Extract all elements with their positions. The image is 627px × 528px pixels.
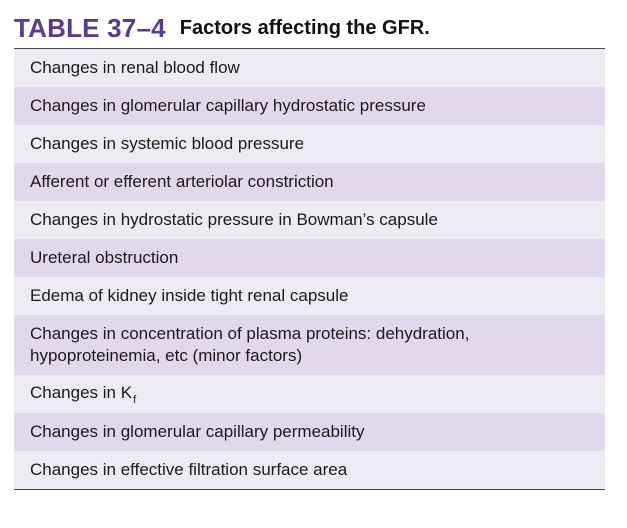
- table-row: Changes in glomerular capillary permeabi…: [14, 413, 605, 451]
- row-text: Changes in glomerular capillary hydrosta…: [30, 96, 426, 115]
- row-text: Changes in glomerular capillary permeabi…: [30, 422, 365, 441]
- row-text: Changes in Kf: [30, 382, 136, 406]
- table-number: TABLE 37–4: [14, 12, 166, 43]
- table-row: Edema of kidney inside tight renal capsu…: [14, 277, 605, 315]
- table-row: Changes in renal blood flow: [14, 49, 605, 87]
- table-top-rule: [14, 48, 605, 49]
- row-text: Changes in renal blood flow: [30, 58, 240, 77]
- table-row: Changes in glomerular capillary hydrosta…: [14, 87, 605, 125]
- table-row: Changes in hydrostatic pressure in Bowma…: [14, 201, 605, 239]
- table-body: Changes in renal blood flow Changes in g…: [14, 49, 605, 489]
- table-row: Changes in concentration of plasma prote…: [14, 315, 605, 375]
- table-title: Factors affecting the GFR.: [179, 16, 430, 39]
- factors-table: TABLE 37–4 Factors affecting the GFR. Ch…: [14, 8, 605, 490]
- table-row: Afferent or efferent arteriolar constric…: [14, 163, 605, 201]
- table-caption: TABLE 37–4 Factors affecting the GFR.: [14, 8, 605, 48]
- row-text: Changes in concentration of plasma prote…: [30, 324, 470, 365]
- row-text: Changes in hydrostatic pressure in Bowma…: [30, 210, 438, 229]
- row-text: Edema of kidney inside tight renal capsu…: [30, 286, 349, 305]
- row-text: Afferent or efferent arteriolar constric…: [30, 172, 334, 191]
- row-text: Ureteral obstruction: [30, 248, 179, 267]
- row-subscript: f: [133, 394, 137, 406]
- table-row: Ureteral obstruction: [14, 239, 605, 277]
- table-row: Changes in effective filtration surface …: [14, 451, 605, 489]
- table-row: Changes in Kf: [14, 375, 605, 413]
- row-text: Changes in systemic blood pressure: [30, 134, 305, 153]
- row-text: Changes in effective filtration surface …: [30, 460, 348, 479]
- row-text-main: Changes in K: [30, 383, 133, 402]
- table-bottom-rule: [14, 489, 605, 490]
- table-row: Changes in systemic blood pressure: [14, 125, 605, 163]
